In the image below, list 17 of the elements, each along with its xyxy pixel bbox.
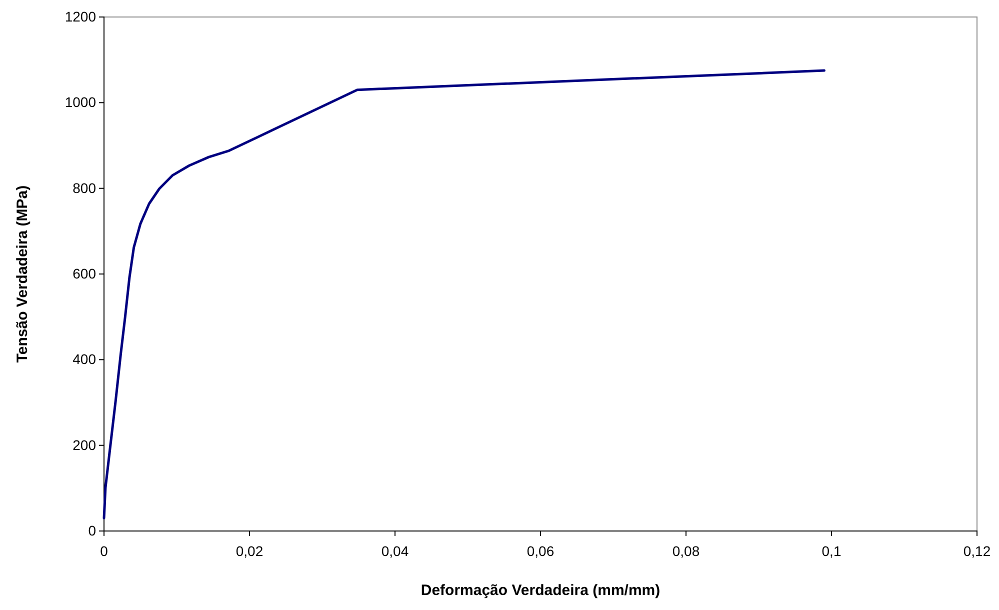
x-tick-label: 0,04 [381, 542, 409, 559]
x-tick-label: 0,1 [822, 542, 842, 559]
x-tick-label: 0,02 [236, 542, 264, 559]
y-tick-label: 1200 [64, 8, 96, 24]
y-tick-label: 200 [72, 436, 96, 453]
x-tick-label: 0,06 [526, 542, 554, 559]
y-tick-label: 600 [72, 265, 96, 282]
x-tick-label: 0 [100, 542, 108, 559]
y-axis-title: Tensão Verdadeira (MPa) [14, 185, 31, 363]
y-tick-label: 800 [72, 180, 96, 196]
x-tick-label: 0,12 [963, 542, 991, 559]
y-tick-label: 400 [72, 351, 96, 368]
line-series [102, 69, 826, 520]
x-tick-label: 0,08 [672, 542, 700, 559]
y-tick-label: 1000 [64, 94, 96, 110]
x-axis-title: Deformação Verdadeira (mm/mm) [420, 582, 660, 599]
y-tick-label: 0 [88, 522, 96, 538]
